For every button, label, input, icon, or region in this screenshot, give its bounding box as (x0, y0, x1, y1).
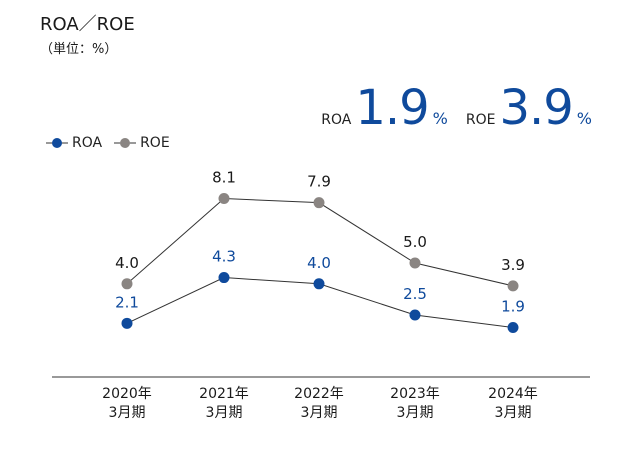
chart-title: ROA／ROE (40, 14, 135, 35)
x-tick-label: 2024年 (488, 386, 538, 402)
legend: ROA ROE (46, 135, 170, 151)
x-tick-label: 2022年 (294, 386, 344, 402)
legend-item-roe: ROE (114, 135, 170, 151)
data-label-roa: 1.9 (501, 297, 525, 315)
data-label-roe: 8.1 (212, 169, 236, 187)
data-point-roa (507, 321, 519, 333)
unit-label: （単位：%） (40, 42, 118, 57)
data-point-roe (218, 193, 230, 205)
kpi-roa-value: 1.9 (355, 80, 429, 136)
data-label-roa: 2.5 (403, 285, 427, 303)
data-point-roa (409, 309, 421, 321)
data-point-roa (218, 272, 230, 284)
kpi-roe-value: 3.9 (499, 80, 573, 136)
x-tick-label: 3月期 (206, 405, 243, 421)
kpi-roa: ROA 1.9 % (321, 84, 448, 132)
kpi-roa-label: ROA (321, 112, 352, 128)
data-point-roe (313, 197, 325, 209)
x-tick-label: 2021年 (199, 386, 249, 402)
data-label-roa: 2.1 (115, 293, 139, 311)
data-label-roe: 7.9 (307, 173, 331, 191)
data-point-roe (507, 280, 519, 292)
data-point-roe (409, 257, 421, 269)
data-label-roa: 4.0 (307, 254, 331, 272)
data-point-roa (121, 317, 133, 329)
data-label-roe: 5.0 (403, 233, 427, 251)
kpi-roa-unit: % (432, 109, 448, 128)
data-label-roe: 3.9 (501, 256, 525, 274)
kpi-roe-label: ROE (465, 112, 496, 128)
legend-roa-marker (46, 138, 68, 148)
data-label-roa: 4.3 (212, 248, 236, 266)
kpi-summary: ROA 1.9 % ROE 3.9 % (321, 84, 592, 132)
legend-roe-marker (114, 138, 137, 148)
legend-roe-label: ROE (140, 135, 170, 151)
data-point-roe (121, 278, 133, 290)
series-line-roe (126, 198, 514, 287)
x-tick-label: 2023年 (390, 386, 440, 402)
x-tick-label: 3月期 (301, 405, 338, 421)
x-tick-label: 2020年 (102, 386, 152, 402)
x-tick-label: 3月期 (397, 405, 434, 421)
legend-item-roa: ROA (46, 135, 102, 151)
data-point-roa (313, 278, 325, 290)
x-tick-label: 3月期 (109, 405, 146, 421)
x-tick-label: 3月期 (495, 405, 532, 421)
kpi-roe: ROE 3.9 % (466, 84, 592, 132)
data-label-roe: 4.0 (115, 254, 139, 272)
kpi-roe-unit: % (576, 109, 592, 128)
legend-roa-label: ROA (72, 135, 103, 151)
